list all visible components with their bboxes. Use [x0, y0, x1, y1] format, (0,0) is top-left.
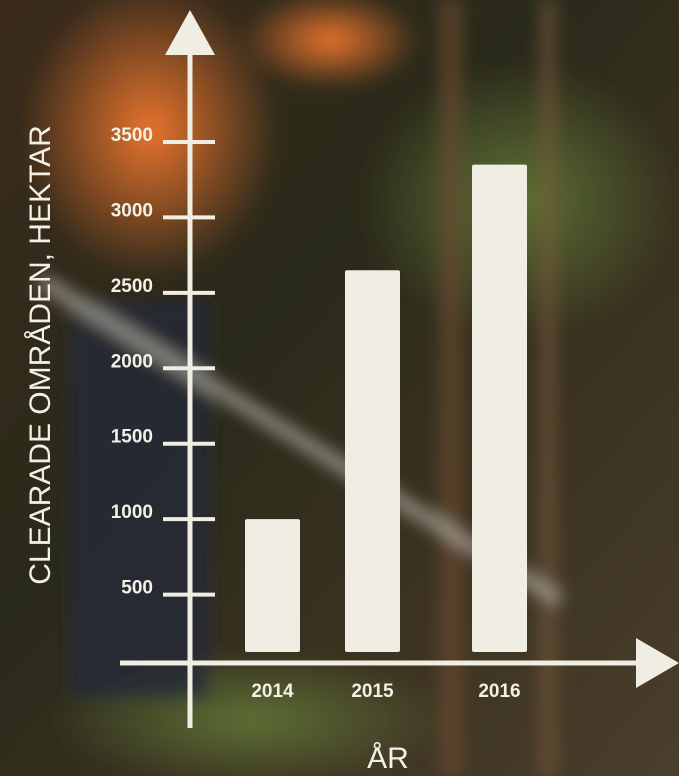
y-axis-title: CLEARADE OMRÅDEN, HEKTAR: [24, 125, 57, 585]
y-tick-label: 3000: [111, 200, 153, 221]
axes: [120, 10, 679, 728]
bar: [245, 519, 300, 652]
bar: [345, 270, 400, 652]
x-tick-label: 2016: [478, 681, 520, 702]
y-tick-label: 500: [121, 578, 153, 599]
y-tick-label: 2500: [111, 276, 153, 297]
x-axis-arrow: [636, 638, 679, 688]
y-tick-label: 3500: [111, 125, 153, 146]
y-axis-arrow: [165, 10, 215, 55]
bar: [472, 164, 527, 652]
x-axis-title: ÅR: [367, 742, 409, 775]
y-tick-label: 1000: [111, 502, 153, 523]
x-tick-label: 2015: [351, 681, 394, 702]
y-tick-label: 2000: [111, 351, 153, 372]
x-tick-label: 2014: [251, 681, 294, 702]
y-tick-label: 1500: [111, 427, 153, 448]
